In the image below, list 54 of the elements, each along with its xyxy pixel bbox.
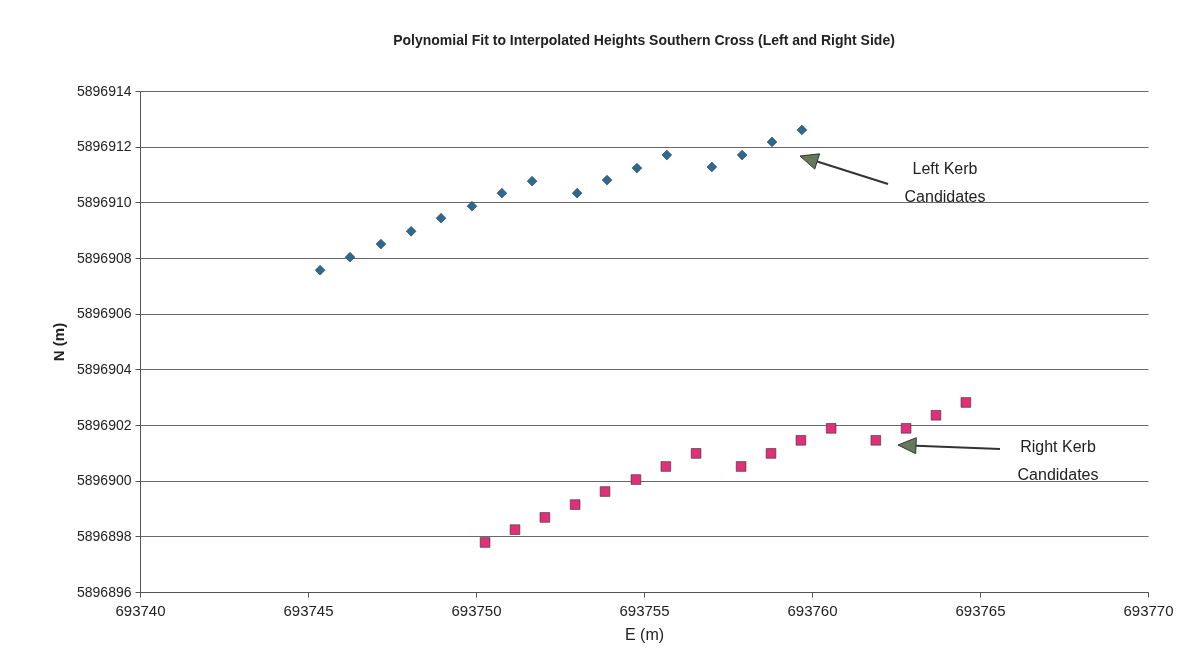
point [735, 461, 747, 472]
point [631, 162, 643, 174]
y-tick-label: 5896896 [76, 583, 132, 600]
point [496, 187, 508, 199]
chart-title: Polynomial Fit to Interpolated Heights Southern Cross (Left and Right Side) [393, 32, 895, 48]
y-tick-label: 5896900 [76, 472, 132, 489]
point [435, 213, 447, 224]
point [314, 265, 326, 276]
point [706, 161, 718, 173]
point [766, 136, 778, 148]
point [526, 176, 538, 187]
y-tick-label: 5896912 [76, 138, 132, 155]
point [601, 174, 613, 186]
x-axis-title: E (m) [624, 625, 665, 643]
y-tick-label: 5896906 [76, 305, 132, 322]
point [344, 251, 356, 263]
point [479, 537, 491, 548]
point [599, 486, 611, 497]
x-tick-label: 693770 [1123, 601, 1174, 619]
x-tick-label: 693755 [619, 601, 670, 619]
point [660, 461, 672, 472]
x-tick-label: 693745 [283, 601, 334, 619]
x-tick-label: 693740 [115, 601, 166, 619]
x-tick-label: 693765 [955, 601, 1006, 619]
point [795, 435, 807, 446]
point [765, 448, 777, 459]
point [405, 226, 417, 237]
point [930, 410, 942, 421]
y-tick-label: 5896902 [76, 416, 132, 433]
point [796, 124, 808, 136]
y-tick-label: 5896914 [76, 82, 132, 99]
y-axis-title: N (m) [50, 322, 67, 362]
point [661, 149, 673, 161]
y-tick-label: 5896904 [76, 360, 132, 377]
point [539, 512, 551, 523]
point [900, 423, 912, 434]
annotation: Right Kerb Candidates [1017, 438, 1099, 483]
x-tick-label: 693750 [451, 601, 502, 619]
point [825, 423, 837, 434]
point [960, 397, 972, 408]
y-tick-label: 5896908 [76, 249, 132, 266]
point [571, 187, 583, 199]
point [569, 499, 581, 510]
y-tick-label: 5896910 [76, 193, 132, 210]
point [630, 474, 642, 485]
point [870, 435, 882, 446]
point [509, 524, 521, 535]
annotation: Left Kerb Candidates [904, 160, 986, 205]
point [736, 149, 748, 161]
y-tick-label: 5896898 [76, 527, 132, 544]
x-tick-label: 693760 [787, 601, 838, 619]
point [375, 238, 387, 250]
point [466, 201, 478, 212]
point [690, 448, 702, 459]
